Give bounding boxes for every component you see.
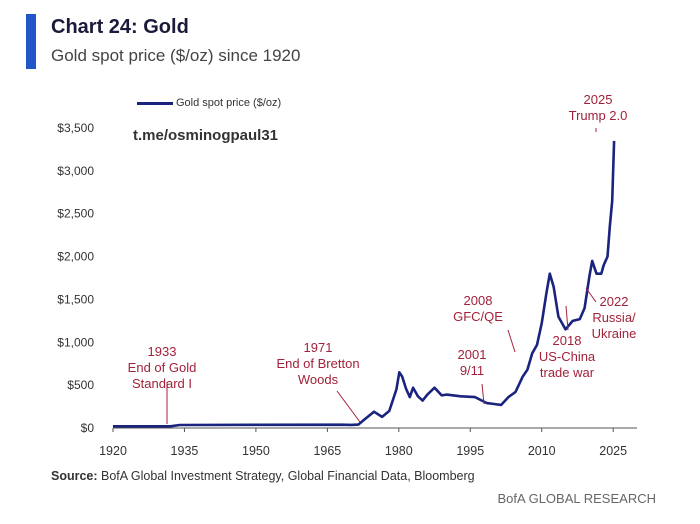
y-axis: $0 $500 $1,000 $1,500 $2,000 $2,500 $3,000 $3,5… bbox=[57, 121, 94, 435]
chart-title: Chart 24: Gold bbox=[51, 16, 189, 38]
annotation-line: 2018 bbox=[553, 333, 582, 348]
y-tick-label: $1,500 bbox=[57, 292, 94, 306]
y-tick-label: $1,000 bbox=[57, 335, 94, 349]
annotation-line: trade war bbox=[540, 365, 595, 380]
annotation-line: End of Bretton bbox=[276, 356, 359, 371]
x-tick-label: 1920 bbox=[99, 444, 127, 458]
y-tick-label: $0 bbox=[81, 421, 95, 435]
brand-label: BofA GLOBAL RESEARCH bbox=[497, 491, 656, 506]
watermark-text: t.me/osminogpaul31 bbox=[133, 127, 279, 144]
legend: Gold spot price ($/oz) bbox=[137, 97, 281, 109]
annotation-line: 2025 bbox=[584, 92, 613, 107]
annotation-label: 2001 9/11 bbox=[458, 347, 487, 378]
annotation-leader bbox=[585, 287, 597, 303]
x-axis: 1920 1935 1950 1965 1980 1995 2010 2025 bbox=[99, 427, 637, 458]
x-tick-label: 2025 bbox=[599, 444, 627, 458]
annotation-line: 2008 bbox=[464, 293, 493, 308]
annotation-line: 1933 bbox=[148, 344, 177, 359]
annotation-leader bbox=[507, 329, 516, 353]
annotation-leader bbox=[336, 390, 361, 423]
chart-subtitle: Gold spot price ($/oz) since 1920 bbox=[51, 46, 301, 65]
x-tick-label: 1950 bbox=[242, 444, 270, 458]
annotation-label: 2025 Trump 2.0 bbox=[569, 92, 628, 123]
gold-price-line bbox=[113, 140, 616, 428]
x-tick-label: 1995 bbox=[456, 444, 484, 458]
source-note: Source: BofA Global Investment Strategy,… bbox=[51, 469, 475, 483]
y-tick-label: $2,500 bbox=[57, 207, 94, 221]
y-tick-label: $3,000 bbox=[57, 164, 94, 178]
source-text: BofA Global Investment Strategy, Global … bbox=[97, 469, 475, 483]
legend-label: Gold spot price ($/oz) bbox=[176, 97, 282, 109]
legend-swatch bbox=[137, 101, 173, 105]
x-tick-label: 2010 bbox=[528, 444, 556, 458]
x-tick-label: 1965 bbox=[313, 444, 341, 458]
series-layer bbox=[113, 140, 616, 428]
x-tick-label: 1980 bbox=[385, 444, 413, 458]
annotation-line: Russia/ bbox=[592, 310, 636, 325]
annotation-leader bbox=[565, 305, 569, 331]
annotation-line: Trump 2.0 bbox=[569, 108, 628, 123]
annotation-line: End of Gold bbox=[128, 360, 197, 375]
annotation-line: Ukraine bbox=[592, 326, 637, 341]
annotation-label: 1971 End of Bretton Woods bbox=[276, 340, 359, 387]
annotations: 1933 End of Gold Standard I 1971 End of Bret… bbox=[128, 92, 637, 424]
annotation-line: Woods bbox=[298, 372, 339, 387]
y-tick-label: $2,000 bbox=[57, 250, 94, 264]
annotation-label: 2018 US-China trade war bbox=[539, 333, 596, 380]
annotation-line: 9/11 bbox=[460, 363, 484, 378]
y-tick-label: $3,500 bbox=[57, 121, 94, 135]
y-tick-label: $500 bbox=[67, 378, 94, 392]
annotation-line: 2022 bbox=[600, 294, 629, 309]
annotation-label: 2022 Russia/Ukraine bbox=[592, 294, 637, 341]
title-accent-bar bbox=[26, 14, 36, 69]
annotation-leader bbox=[481, 383, 485, 405]
x-tick-label: 1935 bbox=[171, 444, 199, 458]
annotation-line: 1971 bbox=[304, 340, 333, 355]
annotation-line: Standard I bbox=[132, 376, 192, 391]
annotation-label: 2008 GFC/QE bbox=[453, 293, 503, 324]
annotation-line: 2001 bbox=[458, 347, 487, 362]
annotation-line: US-China bbox=[539, 349, 596, 364]
source-label: Source: bbox=[51, 469, 98, 483]
annotation-label: 1933 End of Gold Standard I bbox=[128, 344, 197, 391]
annotation-line: GFC/QE bbox=[453, 309, 503, 324]
